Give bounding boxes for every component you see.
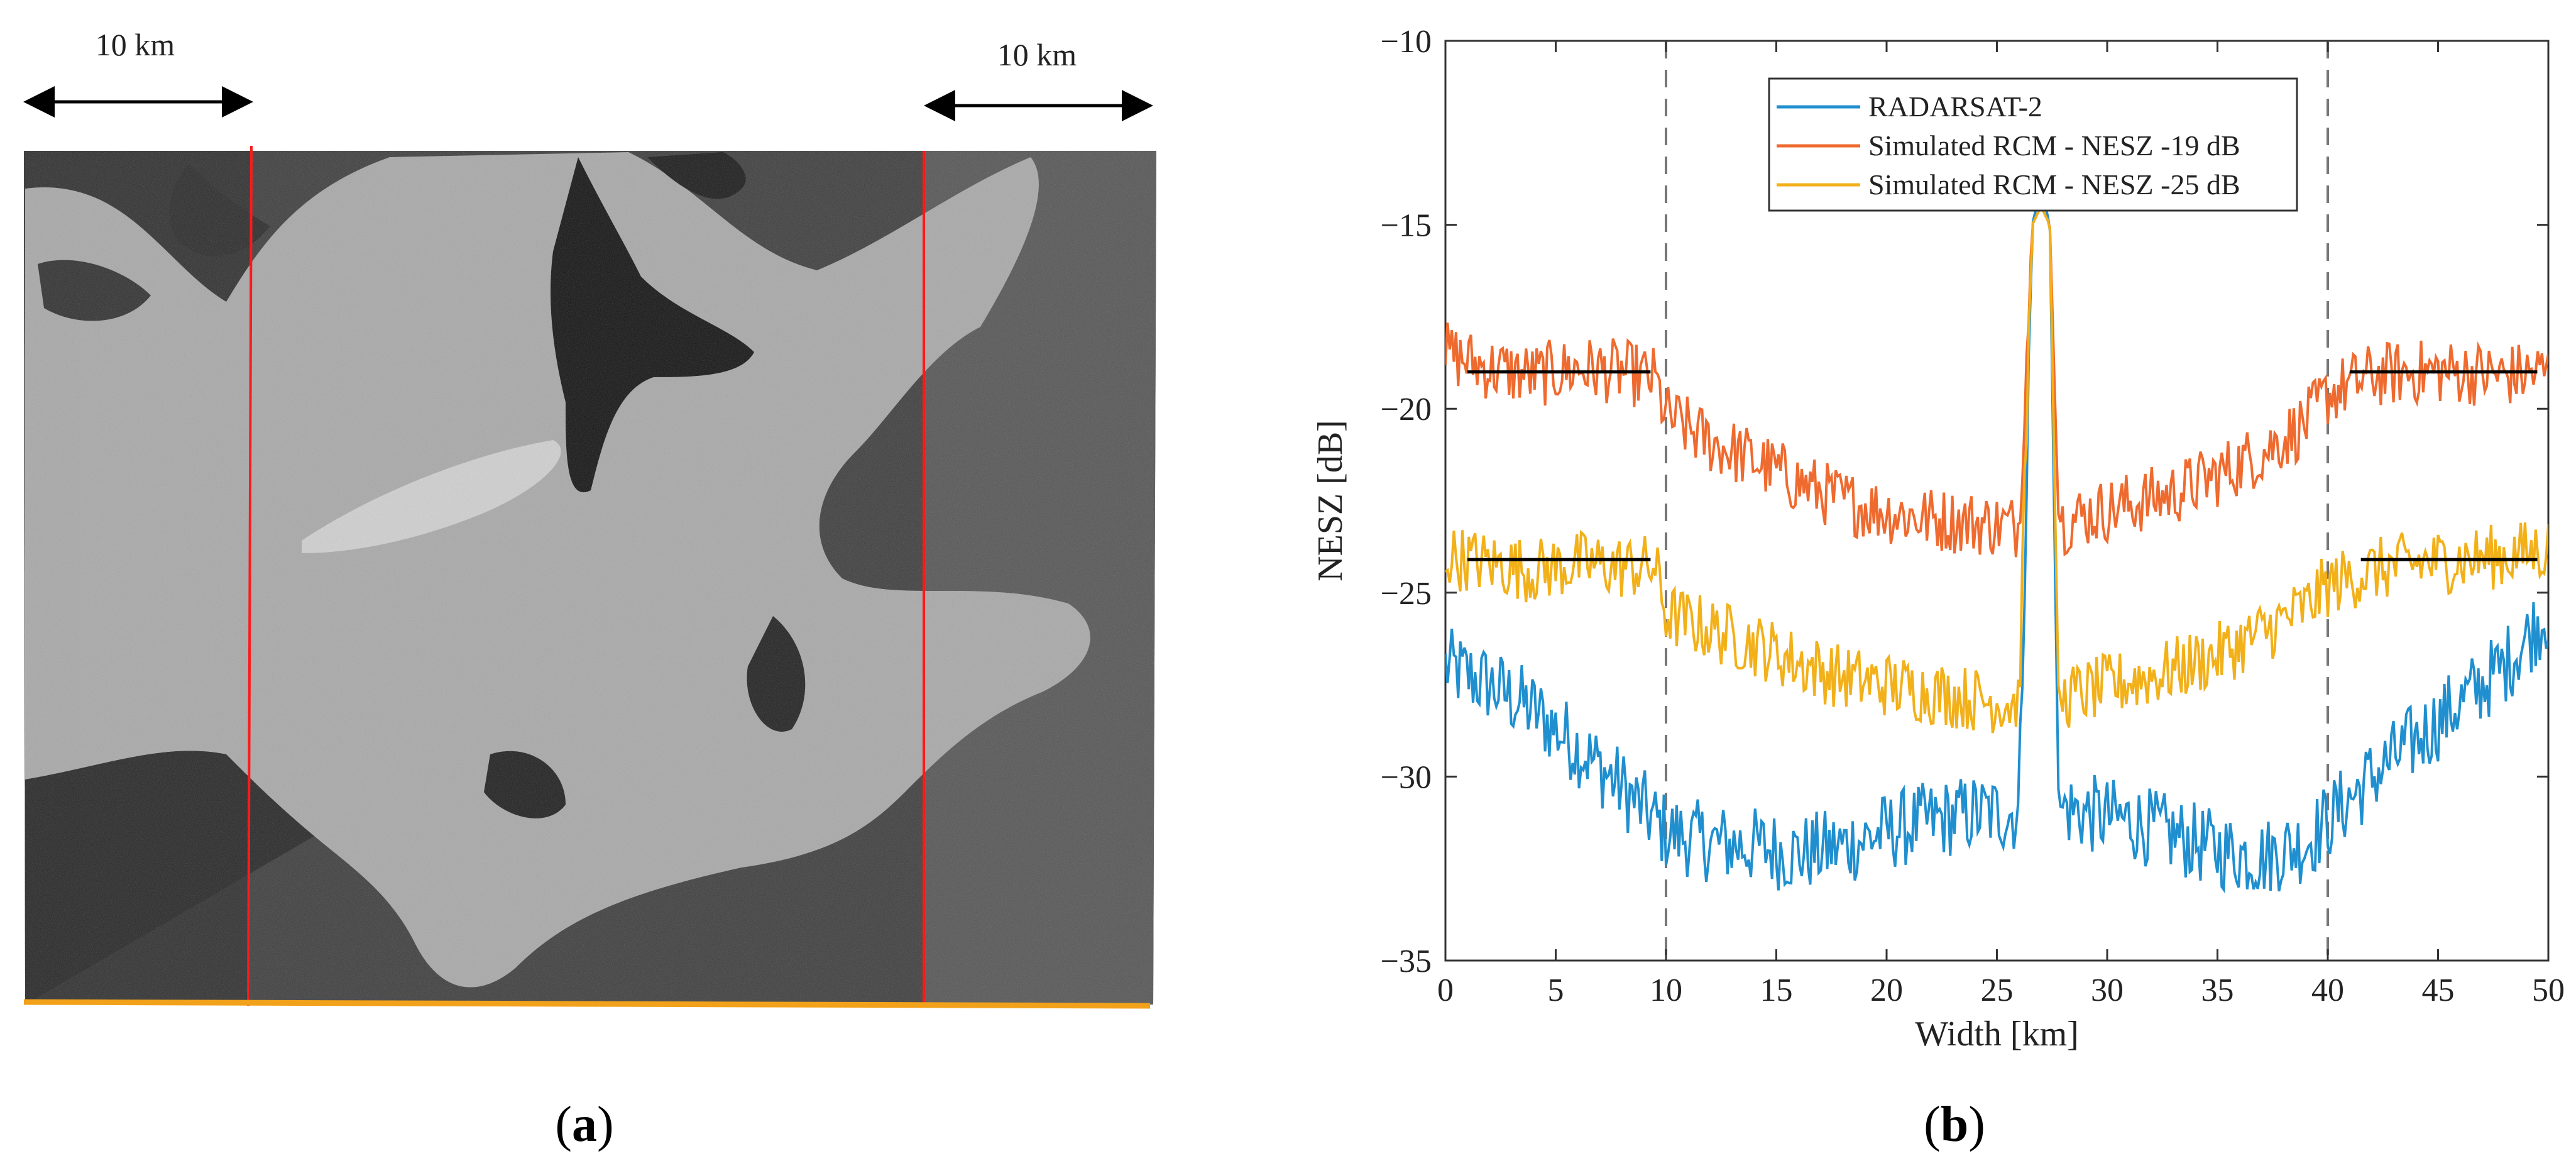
x-tick-label-1: 5 [1548, 972, 1564, 1008]
x-tick-label-6: 30 [2091, 972, 2124, 1008]
panel-b-label: (b) [1924, 1097, 1985, 1152]
panel-a: 10 km 10 km [23, 27, 1156, 1152]
scale-bar-right-label: 10 km [997, 37, 1077, 72]
x-tick-label-9: 45 [2422, 972, 2455, 1008]
scale-bar-right: 10 km [924, 37, 1153, 121]
y-tick-label-1: −30 [1381, 759, 1432, 795]
panel-a-label: (a) [555, 1097, 613, 1152]
scale-bar-left: 10 km [23, 27, 253, 118]
x-axis-label: Width [km] [1915, 1015, 2079, 1054]
image-bottom-line [23, 999, 1151, 1009]
nesz-chart: 0 5 10 15 20 25 30 35 40 45 50 −35 −30 −25 −20 −15 −10 Wi… [1311, 24, 2565, 1054]
x-tick-label-3: 15 [1760, 972, 1793, 1008]
x-tick-label-10: 50 [2532, 972, 2565, 1008]
y-tick-label-3: −20 [1381, 392, 1432, 427]
x-tick-label-8: 40 [2311, 972, 2344, 1008]
x-tick-label-0: 0 [1437, 972, 1454, 1008]
series-line-2 [1445, 204, 2548, 734]
legend-entry-2: Simulated RCM - NESZ -25 dB [1868, 168, 2240, 201]
x-tick-label-2: 10 [1650, 972, 1682, 1008]
x-tick-label-4: 20 [1870, 972, 1903, 1008]
sar-image [24, 151, 1156, 1005]
y-tick-label-0: −35 [1381, 944, 1432, 979]
y-tick-label-2: −25 [1381, 576, 1432, 612]
x-tick-label-5: 25 [1981, 972, 2014, 1008]
series-line-0 [1445, 185, 2548, 894]
panel-b: 0 5 10 15 20 25 30 35 40 45 50 −35 −30 −25 −20 −15 −10 Wi… [1311, 24, 2565, 1152]
legend-entry-1: Simulated RCM - NESZ -19 dB [1868, 129, 2240, 162]
swath-boundary-left [247, 145, 253, 1006]
y-tick-label-4: −15 [1381, 208, 1432, 244]
scale-bar-left-label: 10 km [96, 27, 175, 62]
y-tick-label-5: −10 [1381, 24, 1432, 60]
y-axis-label: NESZ [dB] [1311, 420, 1350, 581]
legend-entry-0: RADARSAT-2 [1868, 91, 2042, 123]
x-tick-label-7: 35 [2201, 972, 2234, 1008]
